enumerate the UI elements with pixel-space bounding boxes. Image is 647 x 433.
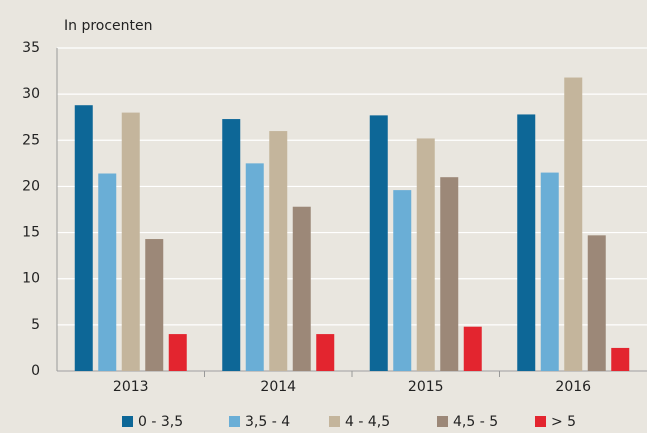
- bar: [517, 114, 536, 372]
- legend-label: 4 - 4,5: [345, 414, 390, 430]
- bar: [74, 105, 93, 372]
- y-tick-label: 10: [22, 271, 40, 287]
- bar: [168, 334, 187, 371]
- bar: [369, 115, 388, 372]
- legend-label: 3,5 - 4: [245, 414, 290, 430]
- legend-swatch: [329, 416, 340, 427]
- bar: [145, 239, 164, 371]
- x-tick-label: 2013: [113, 379, 149, 395]
- bar: [540, 172, 559, 371]
- legend-label: 0 - 3,5: [138, 414, 183, 430]
- x-tick-label: 2016: [555, 379, 591, 395]
- y-tick-label: 35: [22, 40, 40, 56]
- legend-swatch: [122, 416, 133, 427]
- bar: [564, 77, 583, 371]
- legend-swatch: [535, 416, 546, 427]
- bar: [98, 173, 117, 371]
- y-tick-label: 15: [22, 225, 40, 241]
- y-tick-label: 20: [22, 178, 40, 194]
- legend-swatch: [437, 416, 448, 427]
- bar: [416, 138, 435, 371]
- bar: [440, 177, 459, 371]
- y-tick-label: 30: [22, 86, 40, 102]
- bar: [292, 206, 311, 371]
- bar: [269, 131, 288, 371]
- legend-label: > 5: [551, 414, 576, 430]
- x-tick-label: 2015: [408, 379, 444, 395]
- legend-label: 4,5 - 5: [453, 414, 498, 430]
- bar: [316, 334, 335, 371]
- bar: [463, 326, 482, 371]
- y-axis-label: In procenten: [64, 18, 153, 34]
- x-tick-label: 2014: [260, 379, 296, 395]
- bar: [611, 347, 630, 371]
- y-tick-label: 5: [31, 317, 40, 333]
- y-tick-label: 0: [31, 363, 40, 379]
- legend-swatch: [229, 416, 240, 427]
- bar: [121, 112, 140, 371]
- bar: [222, 119, 241, 371]
- bar: [393, 190, 412, 371]
- bar: [245, 163, 264, 371]
- bar: [587, 235, 606, 371]
- y-tick-label: 25: [22, 132, 40, 148]
